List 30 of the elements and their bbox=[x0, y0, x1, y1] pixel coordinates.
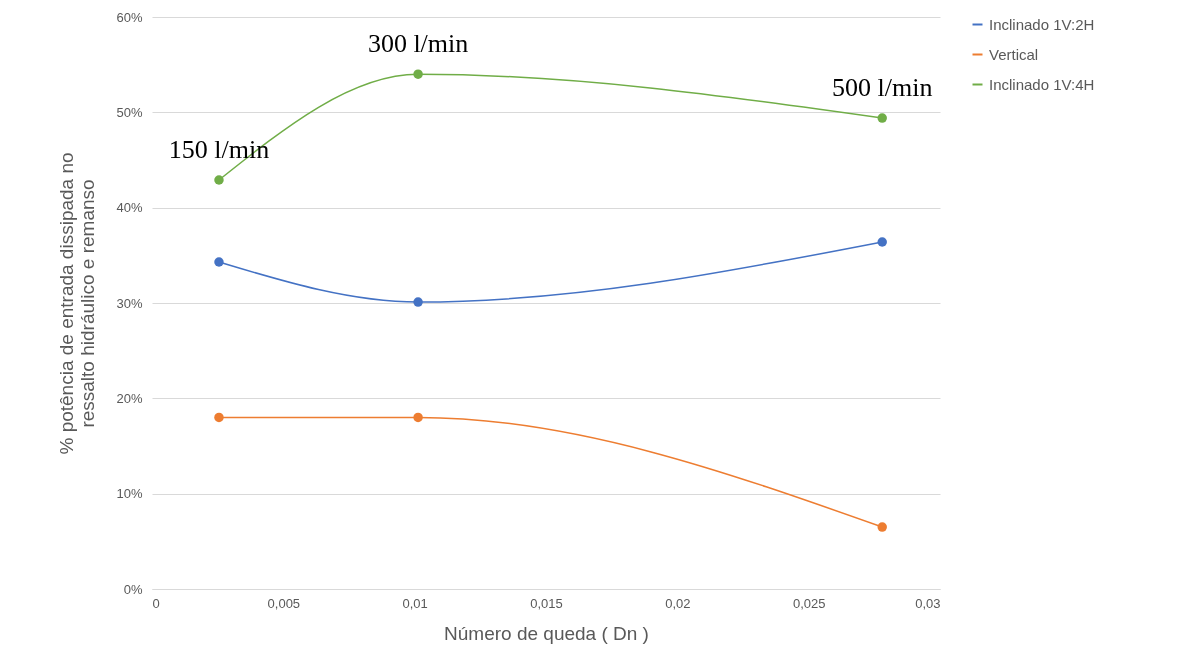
point bbox=[877, 237, 887, 247]
x-tick-label: 0,01 bbox=[402, 595, 428, 611]
y-tick-label: 10% bbox=[116, 486, 143, 502]
y-tick-label: 20% bbox=[116, 390, 143, 406]
annotation: 300 l/min bbox=[367, 29, 469, 59]
annotation: 500 l/min bbox=[832, 73, 933, 103]
y-tick-label: 0% bbox=[123, 581, 143, 597]
x-tick-label: 0,03 bbox=[915, 595, 941, 611]
point bbox=[214, 175, 224, 185]
y-tick-label: 40% bbox=[116, 200, 143, 216]
x-tick-label: 0,005 bbox=[267, 595, 301, 611]
point bbox=[877, 522, 887, 532]
x-tick-label: 0,02 bbox=[665, 595, 691, 611]
x-tick-label: 0,025 bbox=[792, 595, 826, 611]
point bbox=[413, 412, 423, 423]
y-tick-label: 30% bbox=[116, 295, 143, 311]
legend-label: Inclinado 1V:2H bbox=[989, 15, 1095, 33]
y-axis-title: % potência de entrada dissipada no ressalto hidráulico e remanso bbox=[56, 152, 99, 455]
x-axis-title: Número de queda ( Dn ) bbox=[444, 622, 649, 644]
point bbox=[214, 257, 224, 267]
x-tick-label: 0,015 bbox=[530, 595, 563, 611]
y-tick-label: 60% bbox=[116, 9, 143, 25]
point bbox=[214, 412, 224, 423]
legend-label: Vertical bbox=[989, 45, 1039, 63]
legend-label: Inclinado 1V:4H bbox=[989, 75, 1095, 93]
point bbox=[877, 113, 887, 123]
point bbox=[413, 297, 423, 307]
x-tick-label: 0 bbox=[152, 595, 160, 611]
point bbox=[413, 69, 423, 79]
y-tick-label: 50% bbox=[116, 104, 143, 120]
